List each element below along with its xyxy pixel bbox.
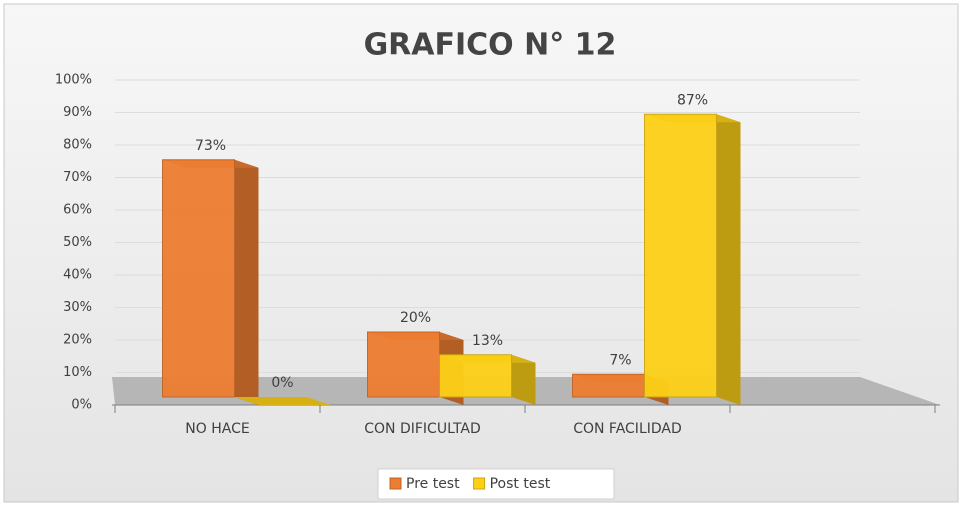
bar-side xyxy=(511,354,536,405)
x-tick-label: CON DIFICULTAD xyxy=(364,421,481,437)
data-label: 87% xyxy=(677,92,708,108)
y-tick-label: 70% xyxy=(63,170,92,185)
y-tick-label: 90% xyxy=(63,105,92,120)
chart-background xyxy=(3,3,959,503)
data-label: 0% xyxy=(271,375,293,391)
bar-side xyxy=(234,159,259,405)
legend-swatch xyxy=(473,477,486,490)
y-tick-label: 60% xyxy=(63,203,92,218)
bar-side xyxy=(716,114,741,405)
data-label: 73% xyxy=(195,138,226,154)
y-tick-label: 50% xyxy=(63,235,92,250)
y-tick-label: 0% xyxy=(71,398,92,413)
bar xyxy=(162,159,235,398)
legend-box xyxy=(377,468,615,500)
legend-label: Pre test xyxy=(406,476,460,492)
bar xyxy=(439,354,512,398)
bar xyxy=(644,113,717,398)
x-tick-label: CON FACILIDAD xyxy=(573,421,682,437)
y-tick-label: 30% xyxy=(63,300,92,315)
y-tick-label: 20% xyxy=(63,333,92,348)
bar xyxy=(572,373,645,398)
legend-swatch xyxy=(389,477,402,490)
data-label: 20% xyxy=(400,310,431,326)
data-label: 13% xyxy=(472,333,503,349)
y-tick-label: 10% xyxy=(63,365,92,380)
y-tick-label: 80% xyxy=(63,138,92,153)
chart-title: GRAFICO N° 12 xyxy=(364,28,617,63)
bar xyxy=(367,331,440,398)
bar-top xyxy=(234,397,331,405)
y-tick-label: 40% xyxy=(63,268,92,283)
y-tick-label: 100% xyxy=(55,73,92,88)
legend-label: Post test xyxy=(490,476,551,492)
data-label: 7% xyxy=(609,352,631,368)
x-tick-label: NO HACE xyxy=(185,421,249,437)
